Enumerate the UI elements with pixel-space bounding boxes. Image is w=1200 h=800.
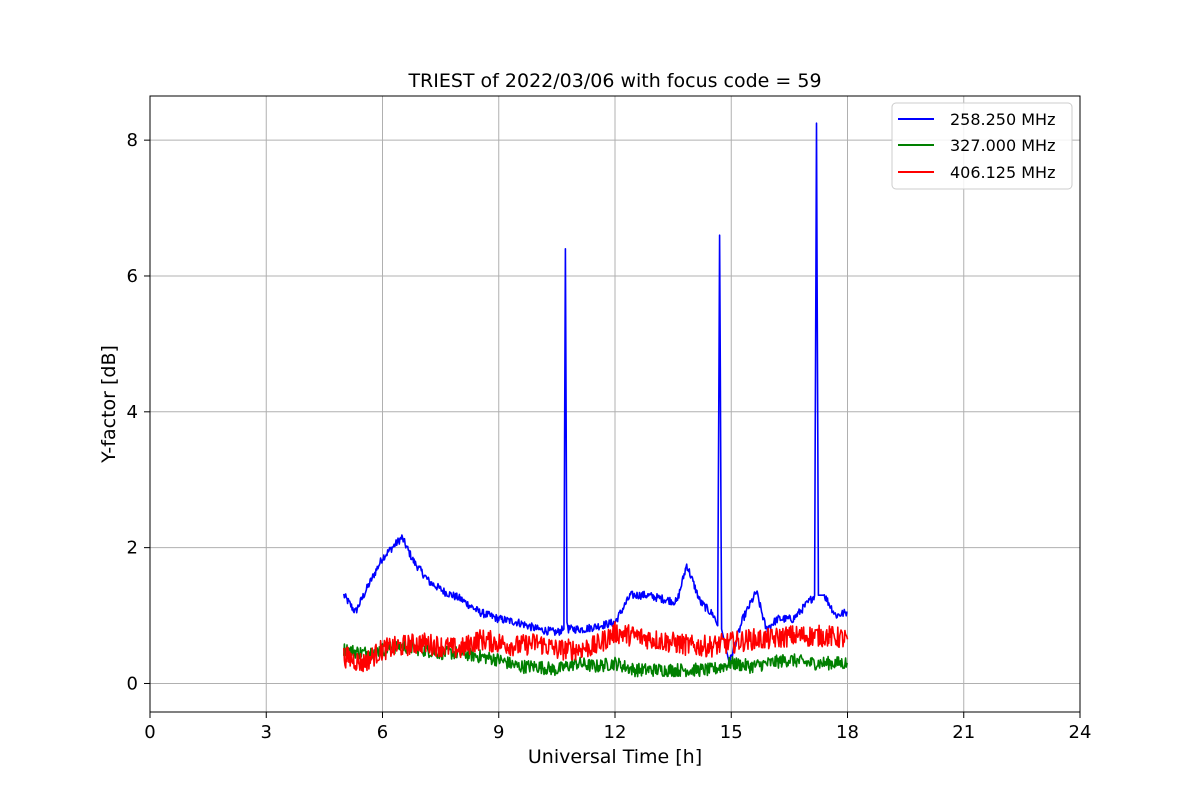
x-tick-label: 6 xyxy=(377,722,388,743)
series-line-2 xyxy=(343,639,849,678)
y-tick-label: 2 xyxy=(127,538,138,559)
y-axis-label: Y-factor [dB] xyxy=(98,345,120,464)
plot-area xyxy=(343,122,849,678)
x-tick-label: 15 xyxy=(720,722,743,743)
x-tick-label: 18 xyxy=(836,722,859,743)
legend-label-series-2: 327.000 MHz xyxy=(950,136,1055,155)
x-tick-label: 0 xyxy=(144,722,155,743)
chart-title: TRIEST of 2022/03/06 with focus code = 5… xyxy=(407,70,821,92)
series-line-1 xyxy=(343,122,848,666)
x-tick-label: 3 xyxy=(261,722,272,743)
legend-label-series-3: 406.125 MHz xyxy=(950,163,1055,182)
y-tick-label: 0 xyxy=(127,673,138,694)
legend: 258.250 MHz 327.000 MHz 406.125 MHz xyxy=(891,102,1073,190)
x-tick-label: 24 xyxy=(1069,722,1092,743)
y-tick-label: 4 xyxy=(127,402,138,423)
x-axis-label: Universal Time [h] xyxy=(528,746,702,768)
legend-box xyxy=(891,102,1073,190)
y-tick-label: 8 xyxy=(127,130,138,151)
x-tick-label: 21 xyxy=(952,722,975,743)
y-tick-label: 6 xyxy=(127,266,138,287)
x-tick-label: 12 xyxy=(604,722,627,743)
y-axis-ticks: 0 2 4 6 8 xyxy=(127,130,150,694)
legend-label-series-1: 258.250 MHz xyxy=(950,110,1055,129)
x-tick-label: 9 xyxy=(493,722,504,743)
x-axis-ticks: 0 3 6 9 12 15 18 21 24 xyxy=(144,712,1091,743)
series-line-3 xyxy=(343,621,849,673)
